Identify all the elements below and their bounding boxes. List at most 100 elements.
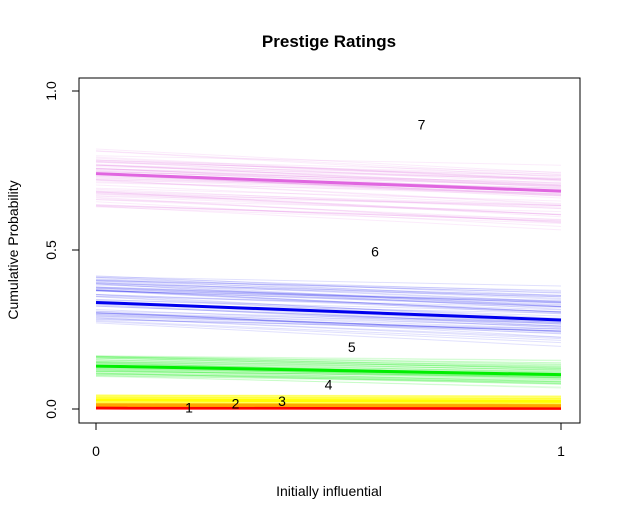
- simulated-line: [95, 369, 562, 382]
- simulated-line: [95, 195, 562, 207]
- simulated-line: [95, 357, 562, 367]
- simulated-line: [95, 191, 562, 218]
- simulated-line: [95, 363, 562, 372]
- simulated-line: [95, 193, 562, 206]
- y-tick-label: 0.0: [43, 399, 59, 419]
- simulated-line: [95, 373, 562, 385]
- simulated-line: [95, 367, 562, 378]
- simulated-line: [95, 360, 562, 374]
- simulated-line: [95, 163, 562, 188]
- simulated-line: [95, 289, 562, 314]
- simulated-line: [95, 397, 562, 399]
- simulated-line: [95, 311, 562, 335]
- simulated-line: [95, 280, 562, 297]
- category-label-2: 2: [232, 395, 240, 411]
- simulated-line: [95, 357, 562, 369]
- simulated-line: [95, 370, 562, 384]
- simulated-line: [95, 397, 562, 400]
- chart-title: Prestige Ratings: [262, 32, 396, 51]
- simulated-line: [95, 315, 562, 332]
- simulated-line: [95, 289, 562, 308]
- simulated-line: [95, 370, 562, 383]
- plot-area: [95, 148, 562, 410]
- simulated-line: [95, 402, 562, 405]
- simulated-line: [95, 305, 562, 325]
- simulated-line: [95, 159, 562, 179]
- simulated-line: [95, 299, 562, 313]
- simulated-line: [95, 179, 562, 205]
- simulated-line: [95, 397, 562, 400]
- simulated-line: [95, 168, 562, 188]
- simulated-line: [95, 394, 562, 398]
- simulated-line: [95, 402, 562, 405]
- simulated-line: [95, 396, 562, 399]
- y-tick-label: 1.0: [43, 81, 59, 101]
- simulated-line: [95, 395, 562, 397]
- simulated-line: [95, 205, 562, 222]
- simulated-line: [95, 402, 562, 405]
- x-tick-label: 1: [557, 443, 565, 459]
- simulated-line: [95, 312, 562, 330]
- simulated-line: [95, 283, 562, 310]
- simulated-line: [95, 170, 562, 188]
- simulated-line: [95, 310, 562, 323]
- series-line-6: [95, 172, 562, 193]
- category-label-3: 3: [278, 393, 286, 409]
- simulated-line: [95, 316, 562, 334]
- simulated-line: [95, 368, 562, 381]
- simulated-line: [95, 395, 562, 398]
- simulated-line: [95, 275, 562, 297]
- simulated-line: [95, 312, 562, 324]
- simulated-line: [95, 396, 562, 400]
- simulated-line: [95, 164, 562, 186]
- simulated-line: [95, 356, 562, 365]
- simulated-line: [95, 368, 562, 378]
- simulated-line: [95, 401, 562, 405]
- category-labels: 1 2 3 4 5 6 7: [185, 116, 426, 415]
- simulated-line: [95, 168, 562, 185]
- simulated-line: [95, 314, 562, 332]
- x-tick-label: 0: [92, 443, 100, 459]
- simulated-line: [95, 290, 562, 302]
- simulated-line: [95, 396, 562, 399]
- simulated-line: [95, 313, 562, 327]
- simulated-line: [95, 396, 562, 400]
- simulated-line: [95, 281, 562, 303]
- simulated-line: [95, 355, 562, 369]
- simulated-line: [95, 283, 562, 296]
- simulated-line: [95, 205, 562, 231]
- simulated-line: [95, 184, 562, 206]
- simulated-line: [95, 294, 562, 313]
- simulated-line: [95, 195, 562, 216]
- simulated-line: [95, 187, 562, 202]
- simulated-line: [95, 283, 562, 308]
- simulated-line: [95, 276, 562, 293]
- simulated-line: [95, 402, 562, 405]
- category-label-4: 4: [325, 377, 333, 393]
- simulated-line: [95, 394, 562, 397]
- simulated-line: [95, 161, 562, 182]
- simulated-line: [95, 396, 562, 399]
- simulated-line: [95, 367, 562, 379]
- simulated-line: [95, 357, 562, 370]
- series-line-4: [95, 364, 562, 377]
- simulated-line: [95, 355, 562, 361]
- simulated-line: [95, 197, 562, 224]
- simulated-line: [95, 371, 562, 377]
- series-line-5: [95, 300, 562, 322]
- simulated-line: [95, 282, 562, 298]
- simulated-line: [95, 364, 562, 372]
- simulated-line: [95, 313, 562, 332]
- simulated-line: [95, 206, 562, 224]
- simulated-line: [95, 361, 562, 368]
- simulated-line: [95, 373, 562, 382]
- simulated-line: [95, 175, 562, 195]
- simulated-line: [95, 402, 562, 405]
- simulated-line: [95, 310, 562, 338]
- category-label-7: 7: [418, 116, 426, 132]
- simulated-line: [95, 188, 562, 209]
- simulated-line: [95, 191, 562, 208]
- simulated-line: [95, 280, 562, 302]
- simulated-line: [95, 372, 562, 386]
- simulated-line: [95, 359, 562, 366]
